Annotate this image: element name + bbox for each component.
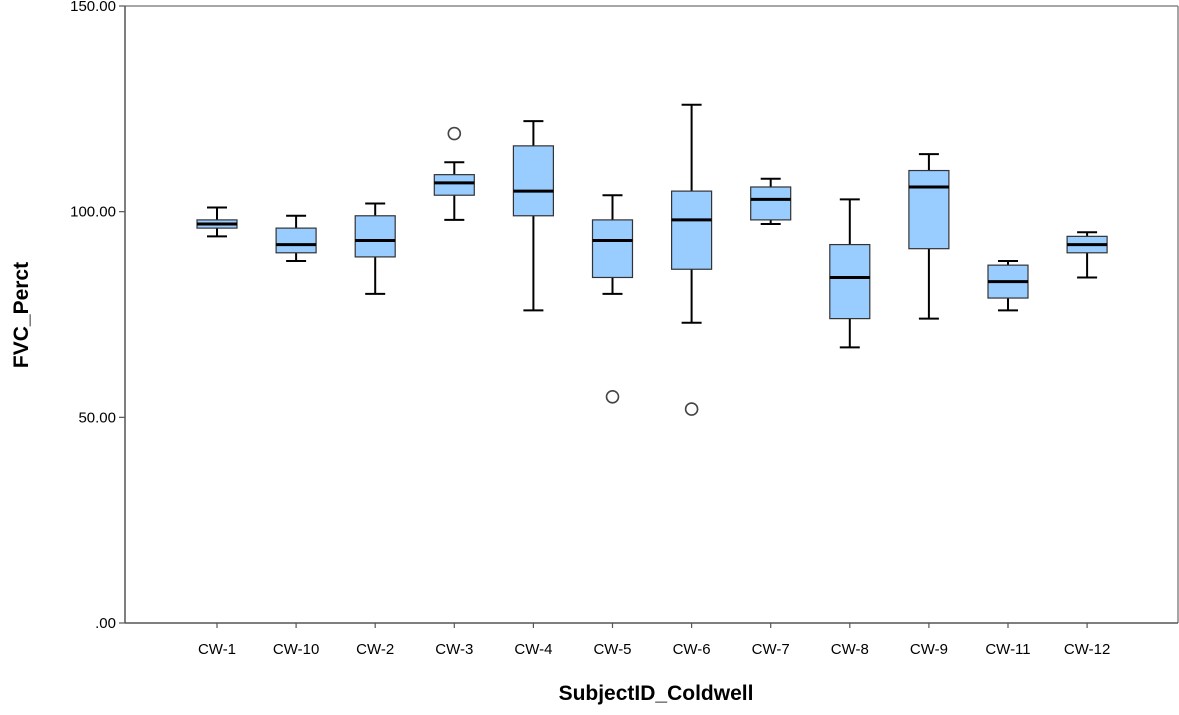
x-tick-label: CW-9 <box>910 641 948 658</box>
box-cw-8 <box>829 198 871 349</box>
box-cw-12 <box>1066 231 1108 279</box>
box-cw-5 <box>591 194 634 404</box>
box-rect <box>512 145 555 217</box>
box-cw-10 <box>275 214 317 263</box>
y-tick-label: 100.00 <box>70 204 116 221</box>
y-tick-label: 50.00 <box>78 409 116 426</box>
y-tick-label: 150.00 <box>70 0 116 15</box>
x-tick-label: CW-1 <box>198 641 236 658</box>
x-axis: CW-1 CW-10 CW-2 CW-3 CW-4 CW-5 CW-6 CW-7 CW-8 CW-… <box>198 623 1110 658</box>
x-tick-label: CW-8 <box>831 641 869 658</box>
x-tick-label: CW-7 <box>752 641 790 658</box>
box-cw-9 <box>908 153 950 320</box>
box-cw-1 <box>196 206 238 238</box>
outlier-point <box>684 402 699 416</box>
y-tick-label: .00 <box>95 615 116 632</box>
box-cw-7 <box>750 177 792 226</box>
box-cw-11 <box>987 260 1029 312</box>
plot-frame <box>124 5 1179 624</box>
box-cw-2 <box>354 202 396 295</box>
box-cw-6 <box>670 103 713 416</box>
y-axis-title: FVC_Perct <box>10 262 33 368</box>
box-rect <box>433 174 475 196</box>
x-tick-label: CW-11 <box>985 641 1030 658</box>
x-tick-label: CW-4 <box>514 641 552 658</box>
box-rect <box>354 215 396 258</box>
box-rect <box>908 169 950 250</box>
outlier-point <box>447 126 462 141</box>
outlier-point <box>605 389 620 404</box>
x-axis-title: SubjectID_Coldwell <box>559 682 754 705</box>
box-rect <box>670 190 713 270</box>
x-tick-label: CW-12 <box>1064 641 1110 658</box>
x-tick-label: CW-5 <box>593 641 631 658</box>
boxes-layer <box>196 103 1108 416</box>
box-cw-4 <box>512 120 555 312</box>
x-tick-label: CW-10 <box>273 641 319 658</box>
x-tick-label: CW-6 <box>673 641 711 658</box>
box-cw-3 <box>433 126 475 221</box>
x-tick-label: CW-3 <box>435 641 473 658</box>
x-tick-label: CW-2 <box>356 641 394 658</box>
box-rect <box>750 186 792 221</box>
box-rect <box>591 219 634 279</box>
y-axis: .00 50.00 100.00 150.00 <box>70 0 125 632</box>
box-rect <box>275 227 317 254</box>
box-rect <box>829 243 871 320</box>
